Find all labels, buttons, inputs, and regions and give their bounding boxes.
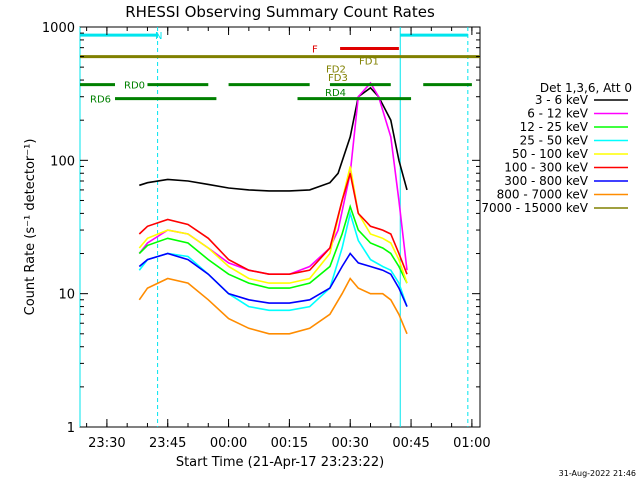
x-tick-label: 23:30	[88, 436, 125, 451]
legend-label-5: 50 - 100 keV	[512, 147, 589, 161]
legend-label-2: 6 - 12 keV	[527, 107, 589, 121]
x-ticks: 23:30 23:45 00:00 00:15 00:30 00:45 01:00	[86, 27, 491, 451]
timestamp: 31-Aug-2022 21:46	[559, 469, 636, 478]
x-tick-label: 00:00	[210, 436, 247, 451]
annotation-label: FD2	[326, 64, 346, 75]
y-tick-label: 1	[67, 421, 75, 436]
x-axis-label: Start Time (21-Apr-17 23:23:22)	[176, 455, 384, 470]
x-tick-label: 23:45	[149, 436, 186, 451]
annotation-label: FD1	[359, 57, 379, 68]
y-tick-label: 10	[58, 288, 75, 303]
x-tick-label: 01:00	[453, 436, 490, 451]
x-tick-label: 00:30	[331, 436, 368, 451]
legend-label-9: 7000 - 15000 keV	[481, 201, 588, 215]
legend-label-1: 3 - 6 keV	[535, 93, 589, 107]
legend-label-3: 12 - 25 keV	[520, 120, 589, 134]
series-line-8	[138, 277, 408, 335]
y-axis-label: Count Rate (s⁻¹ detector⁻¹)	[23, 139, 38, 316]
annotation-label: RD0	[124, 81, 145, 92]
y-tick-label: 100	[50, 154, 75, 169]
series-line-4	[138, 210, 408, 312]
series-line-3	[138, 203, 408, 289]
series-line-7	[138, 252, 408, 307]
annotation-label: RD4	[325, 88, 346, 99]
legend-label-6: 100 - 300 keV	[504, 161, 588, 175]
series-line-5	[138, 166, 408, 284]
vertical-markers	[79, 27, 469, 427]
legend-label-4: 25 - 50 keV	[520, 134, 589, 148]
annotation-label: RD6	[90, 95, 111, 106]
x-tick-label: 00:45	[392, 436, 429, 451]
annotation-label: FD3	[328, 73, 348, 84]
chart-title: RHESSI Observing Summary Count Rates	[125, 3, 435, 21]
y-tick-label: 1000	[42, 21, 75, 36]
legend-label-8: 800 - 7000 keV	[497, 188, 589, 202]
y-ticks: 1 10 100 1000	[42, 21, 480, 436]
annotation-label: N	[155, 31, 162, 42]
x-tick-label: 00:15	[271, 436, 308, 451]
legend-title: Det 1,3,6, Att 0	[540, 81, 632, 95]
series-lines	[80, 55, 480, 335]
series-line-6	[138, 173, 408, 276]
annotation-label: F	[312, 44, 318, 55]
legend-label-7: 300 - 800 keV	[504, 174, 588, 188]
